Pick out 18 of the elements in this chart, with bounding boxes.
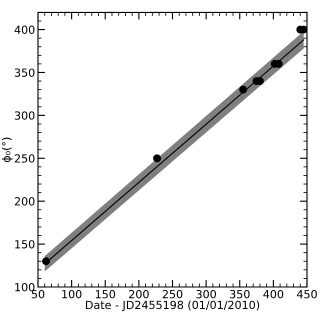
x-tick-label: 300 [196, 290, 216, 298]
y-tick-label: 400 [14, 26, 34, 34]
y-tick-label: 250 [14, 154, 34, 163]
y-tick-label: 300 [14, 111, 34, 120]
x-tick-label: 400 [263, 290, 284, 298]
y-axis-title: ϕ₀(°) [2, 138, 13, 162]
x-tick-label: 150 [96, 290, 116, 298]
x-tick-label: 350 [230, 290, 250, 298]
y-tick-label: 150 [15, 240, 34, 248]
x-tick-label: 50 [32, 290, 44, 298]
y-tick-label: 200 [14, 197, 34, 206]
x-axis-title: Date - JD2455198 (01/01/2010) [86, 300, 260, 312]
y-tick-label: 350 [14, 68, 34, 77]
x-tick-label: 450 [296, 290, 317, 298]
x-tick-label: 200 [129, 290, 149, 298]
y-tick-label: 100 [15, 282, 34, 292]
x-tick-label: 100 [62, 290, 82, 298]
x-tick-label: 250 [162, 290, 182, 298]
